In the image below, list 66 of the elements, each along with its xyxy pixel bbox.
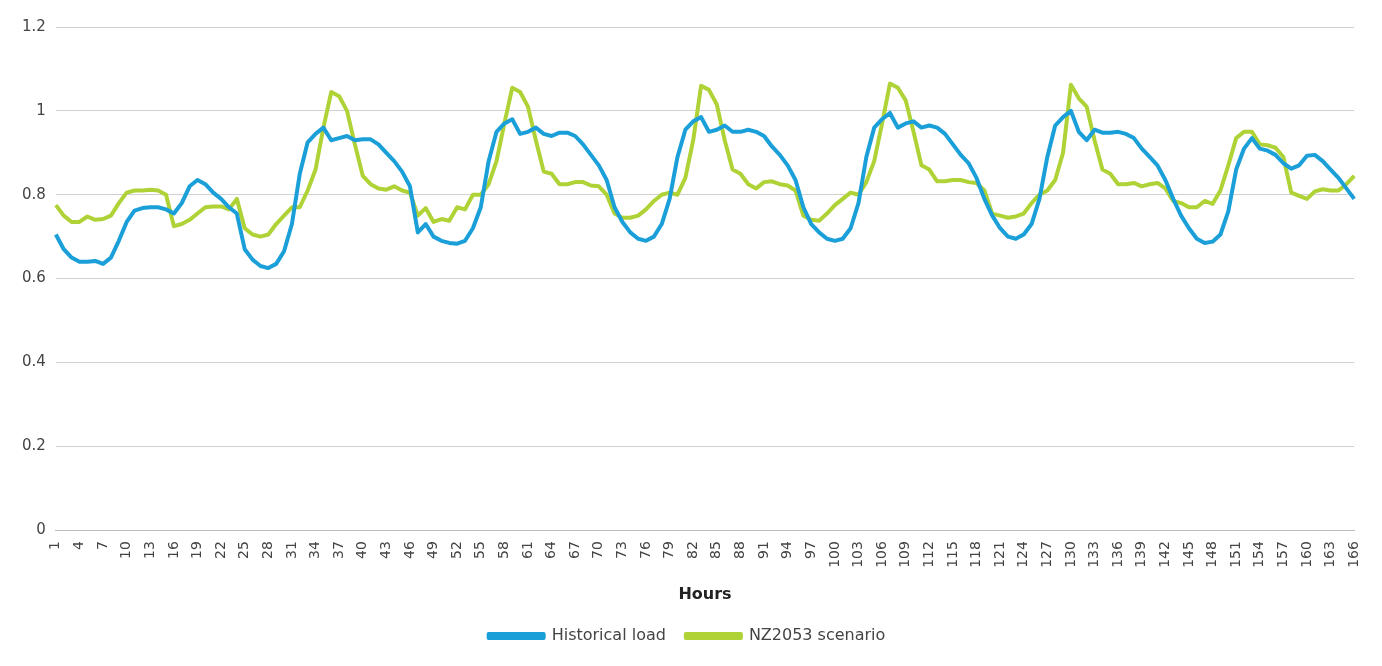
x-tick-label: 70 bbox=[589, 541, 606, 559]
x-tick-label: 28 bbox=[258, 541, 275, 559]
x-tick-label: 46 bbox=[400, 541, 417, 559]
x-tick-label: 112 bbox=[919, 541, 936, 568]
x-tick-label: 82 bbox=[683, 541, 700, 559]
x-tick-label: 67 bbox=[565, 541, 582, 559]
y-tick-label: 0 bbox=[36, 519, 46, 538]
x-tick-label: 154 bbox=[1250, 541, 1267, 568]
x-tick-label: 103 bbox=[849, 541, 866, 568]
x-tick-label: 10 bbox=[117, 541, 134, 559]
x-tick-label: 130 bbox=[1061, 541, 1078, 568]
x-tick-label: 4 bbox=[70, 541, 87, 550]
x-tick-label: 37 bbox=[329, 541, 346, 559]
x-tick-label: 106 bbox=[872, 541, 889, 568]
x-tick-label: 58 bbox=[495, 541, 512, 559]
x-tick-label: 19 bbox=[188, 541, 205, 559]
y-tick-label: 0.4 bbox=[22, 352, 46, 371]
x-tick-label: 142 bbox=[1155, 541, 1172, 568]
x-tick-label: 22 bbox=[211, 541, 228, 559]
x-tick-label: 121 bbox=[990, 541, 1007, 568]
x-tick-label: 34 bbox=[306, 541, 323, 559]
x-tick-label: 148 bbox=[1203, 541, 1220, 568]
x-tick-label: 61 bbox=[518, 541, 535, 559]
x-tick-label: 31 bbox=[282, 541, 299, 559]
x-tick-label: 49 bbox=[424, 541, 441, 559]
x-tick-label: 163 bbox=[1321, 541, 1338, 568]
x-tick-label: 136 bbox=[1108, 541, 1125, 568]
x-tick-label: 133 bbox=[1085, 541, 1102, 568]
x-tick-label: 91 bbox=[754, 541, 771, 559]
x-tick-label: 25 bbox=[235, 541, 252, 559]
x-tick-label: 124 bbox=[1014, 541, 1031, 568]
x-tick-label: 151 bbox=[1226, 541, 1243, 568]
x-tick-label: 43 bbox=[376, 541, 393, 559]
y-tick-label: 0.8 bbox=[22, 184, 46, 203]
y-tick-label: 0.2 bbox=[22, 436, 46, 455]
y-tick-label: 1 bbox=[36, 100, 46, 119]
x-tick-label: 160 bbox=[1297, 541, 1314, 568]
x-tick-label: 166 bbox=[1344, 541, 1361, 568]
x-tick-label: 88 bbox=[731, 541, 748, 559]
x-tick-label: 118 bbox=[967, 541, 984, 568]
x-tick-label: 127 bbox=[1037, 541, 1054, 568]
x-tick-label: 76 bbox=[636, 541, 653, 559]
y-tick-label: 1.2 bbox=[22, 16, 46, 35]
x-tick-label: 115 bbox=[943, 541, 960, 568]
x-tick-label: 64 bbox=[542, 541, 559, 559]
x-tick-label: 100 bbox=[825, 541, 842, 568]
x-tick-label: 16 bbox=[164, 541, 181, 559]
legend-label: Historical load bbox=[551, 625, 666, 645]
x-tick-label: 52 bbox=[447, 541, 464, 559]
x-tick-label: 145 bbox=[1179, 541, 1196, 568]
x-tick-label: 79 bbox=[660, 541, 677, 559]
legend-label: NZ2053 scenario bbox=[748, 625, 886, 645]
x-tick-label: 40 bbox=[353, 541, 370, 559]
x-tick-label: 157 bbox=[1274, 541, 1291, 568]
x-tick-label: 94 bbox=[778, 541, 795, 559]
x-tick-label: 109 bbox=[896, 541, 913, 568]
x-tick-label: 13 bbox=[140, 541, 157, 559]
x-axis-title: Hours bbox=[678, 583, 732, 603]
x-tick-label: 85 bbox=[707, 541, 724, 559]
x-tick-label: 55 bbox=[471, 541, 488, 559]
x-tick-label: 139 bbox=[1132, 541, 1149, 568]
y-tick-label: 0.6 bbox=[22, 268, 46, 287]
x-tick-label: 97 bbox=[801, 541, 818, 559]
x-tick-label: 1 bbox=[46, 541, 63, 550]
x-tick-label: 7 bbox=[93, 541, 110, 550]
x-tick-label: 73 bbox=[613, 541, 630, 559]
